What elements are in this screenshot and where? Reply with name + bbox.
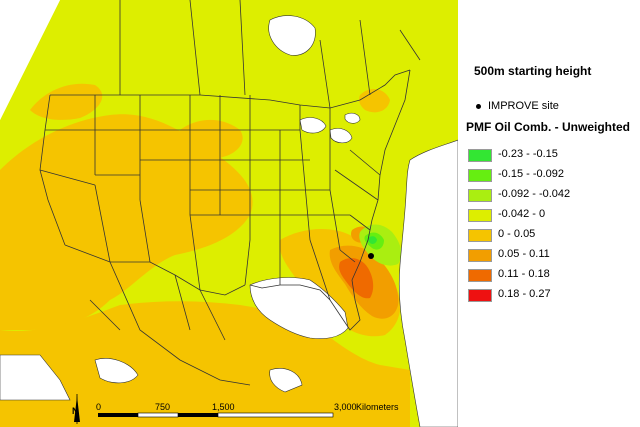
boundaries (39, 0, 421, 386)
us-east-coast (249, 69, 411, 331)
scale-unit: Kilometers (356, 402, 399, 412)
legend-swatch (468, 169, 492, 182)
legend-swatch (468, 229, 492, 242)
legend-swatch (468, 189, 492, 202)
hudson-bay (268, 15, 316, 56)
state-lines-east (250, 105, 381, 301)
mexico-lines (89, 261, 251, 386)
legend-class-label: 0.05 - 0.11 (498, 248, 550, 260)
pacific-white-patch (0, 354, 71, 401)
legend-class-label: 0.18 - 0.27 (498, 288, 551, 300)
north-label: N (72, 406, 79, 416)
scale-tick-1500: 1,500 (212, 402, 235, 412)
gulf-of-mexico (249, 277, 349, 339)
map-panel[interactable]: N 0 750 1,500 3,000 Kilometers (0, 0, 458, 427)
atlantic-ocean (398, 139, 458, 427)
canada-provinces (119, 0, 421, 109)
legend-class-label: -0.092 - -0.042 (498, 188, 571, 200)
scale-tick-0: 0 (96, 402, 101, 412)
red-orange-region (339, 258, 374, 299)
legend-class-label: -0.15 - -0.092 (498, 168, 565, 180)
site-dot-icon (476, 104, 481, 109)
legend-class-label: -0.042 - 0 (498, 208, 546, 220)
legend-swatch (468, 269, 492, 282)
outside-domain-area (0, 0, 60, 120)
legend-class-label: 0 - 0.05 (498, 228, 536, 240)
great-lakes (299, 112, 361, 144)
legend-swatch (468, 249, 492, 262)
baja-white-patch (94, 358, 139, 384)
scale-tick-3000: 3,000 (334, 402, 357, 412)
state-lines-west (39, 95, 201, 291)
state-lines-central (190, 95, 255, 286)
improve-site-marker[interactable] (368, 253, 374, 259)
legend-panel: 500m starting height IMPROVE site PMF Oi… (458, 0, 640, 427)
scale-bar: 0 750 1,500 3,000 Kilometers (96, 402, 399, 418)
legend-swatch (468, 289, 492, 302)
water-areas (0, 15, 458, 427)
yucatan-white-patch (269, 368, 303, 393)
scale-tick-750: 750 (155, 402, 170, 412)
legend-title: 500m starting height (474, 64, 592, 78)
legend-swatch (468, 149, 492, 162)
legend-class-label: 0.11 - 0.18 (498, 268, 550, 280)
legend-swatch (468, 209, 492, 222)
legend-class-label: -0.23 - -0.15 (498, 148, 558, 160)
layer-title: PMF Oil Comb. - Unweighted (466, 120, 630, 134)
site-label: IMPROVE site (488, 100, 559, 112)
scalebar-group: N 0 750 1,500 3,000 Kilometers (72, 394, 399, 424)
north-arrow: N (72, 394, 80, 424)
trajectory-map[interactable] (0, 0, 458, 427)
